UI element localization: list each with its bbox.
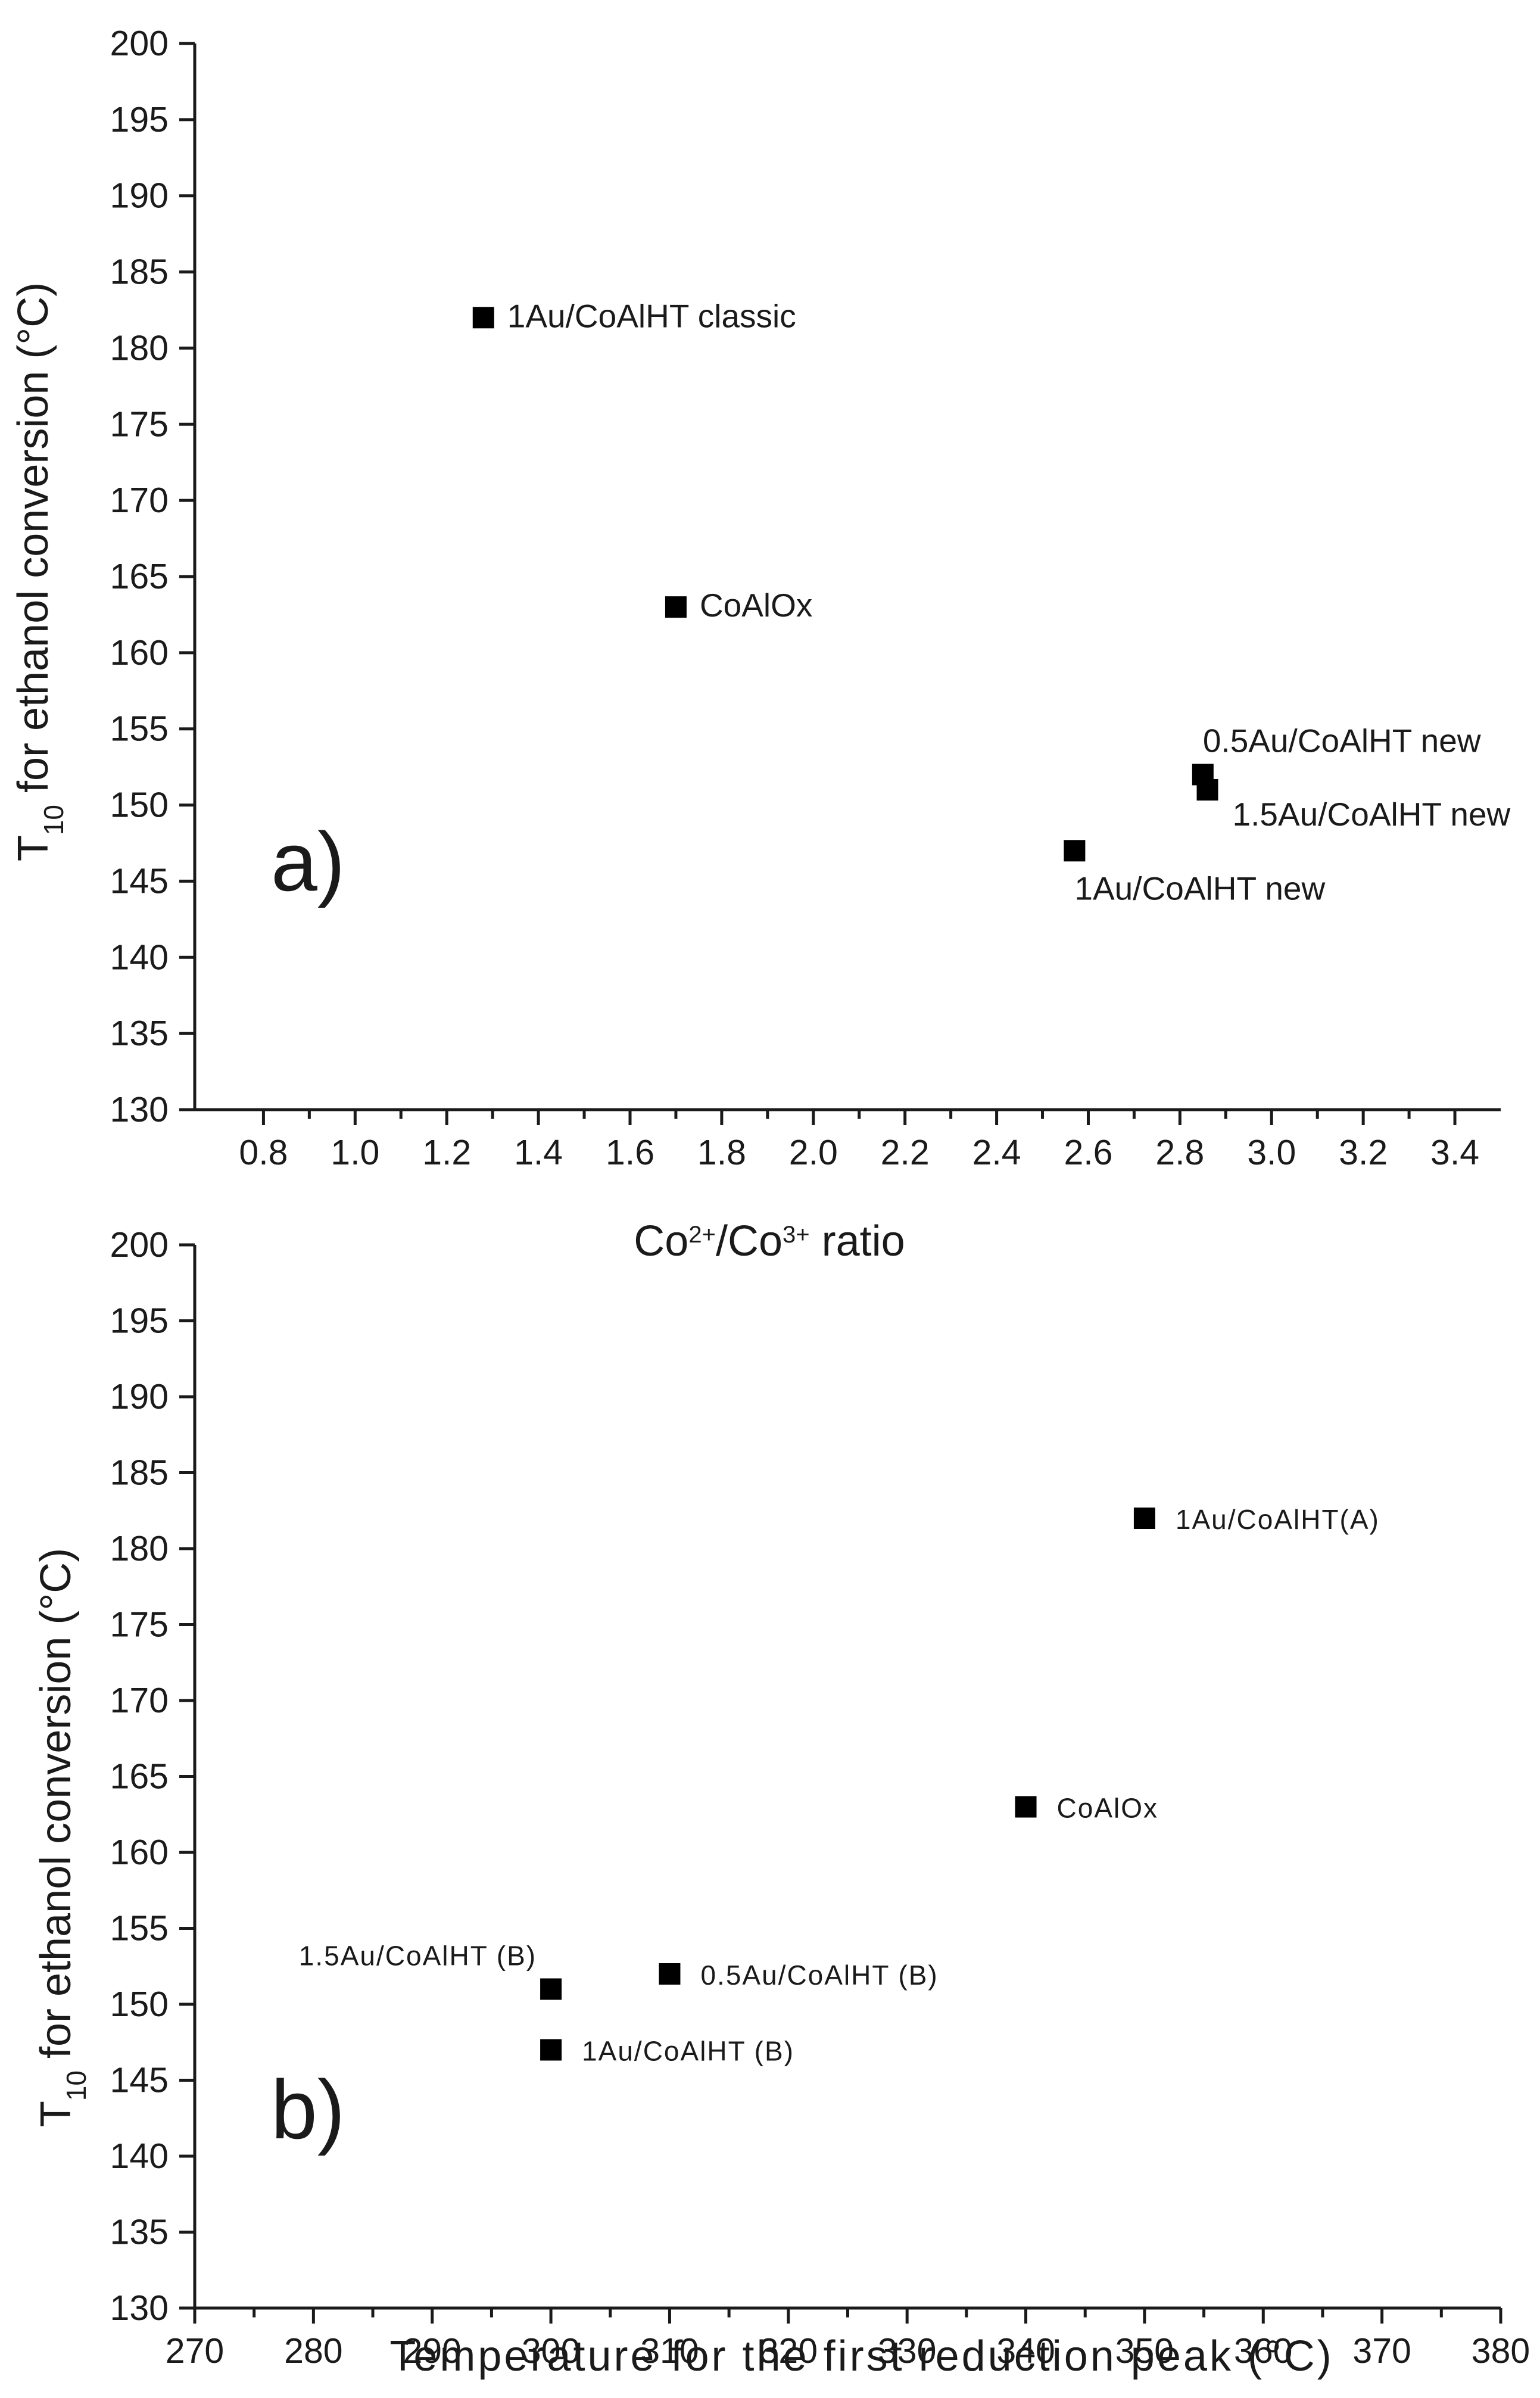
panel-a-x-tick-label: 2.0 xyxy=(789,1133,838,1172)
panel-a-x-tick-label: 3.0 xyxy=(1247,1133,1296,1172)
panel-b-y-tick-label: 190 xyxy=(110,1377,169,1416)
panel-b-x-tick-label: 380 xyxy=(1472,2331,1530,2371)
panel-a-letter: a) xyxy=(271,815,345,908)
panel-b-x-tick-label: 330 xyxy=(878,2331,936,2371)
panel-a-x-tick-label: 1.6 xyxy=(606,1133,654,1172)
panel-a-y-tick-label: 155 xyxy=(110,709,169,749)
panel-a-data-point xyxy=(665,596,687,618)
panel-a-data-point xyxy=(1064,840,1086,862)
panel-a-scatter-chart: 130 135 140 145 150 155 160 165 170 175 180 185 190 1… xyxy=(10,24,1511,1265)
panel-b-data-point xyxy=(540,1978,562,2000)
panel-a-y-tick-label: 170 xyxy=(110,481,169,520)
panel-a-data-label: 1.5Au/CoAlHT new xyxy=(1233,796,1511,833)
panel-b-x-tick-label: 310 xyxy=(640,2331,699,2371)
panel-a-y-tick-label: 160 xyxy=(110,633,169,672)
panel-b-scatter-chart: 130 135 140 145 150 155 160 165 170 175 180 185 190 1… xyxy=(32,1225,1530,2380)
panel-b-data-point xyxy=(659,1963,681,1985)
panel-a-x-tick-label: 3.4 xyxy=(1430,1133,1479,1172)
panel-a-x-tick-label: 2.6 xyxy=(1064,1133,1112,1172)
panel-a-data-label: CoAlOx xyxy=(700,587,813,624)
panel-a-y-tick-label: 175 xyxy=(110,404,169,444)
panel-b-data-points: 1Au/CoAlHT(A) CoAlOx 1.5Au/CoAlHT (B) 0.5Au… xyxy=(299,1504,1380,2067)
panel-a-y-tick-label: 150 xyxy=(110,786,169,825)
panel-a-y-tick-label: 200 xyxy=(110,24,169,63)
panel-b-x-tick-label: 320 xyxy=(759,2331,818,2371)
panel-b-data-point xyxy=(1133,1508,1155,1529)
panel-a-y-tick-label: 140 xyxy=(110,938,169,977)
panel-b-y-tick-label: 145 xyxy=(110,2061,169,2100)
panel-b-data-label: 1.5Au/CoAlHT (B) xyxy=(299,1941,537,1972)
panel-a-y-tick-label: 190 xyxy=(110,176,169,216)
panel-a-y-ticks: 130 135 140 145 150 155 160 165 170 175 180 185 190 1… xyxy=(110,24,195,1129)
panel-b-x-tick-label: 270 xyxy=(166,2331,224,2371)
panel-b-data-point xyxy=(540,2039,562,2061)
panel-a-x-ticks: 0.8 1.0 1.2 1.4 1.6 1.8 2.0 2.2 2.4 2.6 2.8 3.0 3.2 3… xyxy=(239,1110,1479,1172)
panel-a-data-label: 0.5Au/CoAlHT new xyxy=(1203,722,1481,759)
panel-a-y-tick-label: 165 xyxy=(110,557,169,596)
panel-b-y-tick-label: 140 xyxy=(110,2137,169,2176)
panel-b-x-tick-label: 350 xyxy=(1115,2331,1174,2371)
panel-a-y-tick-label: 145 xyxy=(110,861,169,901)
panel-a-x-tick-label: 1.8 xyxy=(697,1133,746,1172)
panel-b-x-tick-label: 360 xyxy=(1234,2331,1292,2371)
panel-a-y-tick-label: 185 xyxy=(110,253,169,292)
panel-a-y-tick-label: 135 xyxy=(110,1014,169,1053)
panel-b-x-ticks: 270 280 290 300 310 320 330 340 350 360 370 380 xyxy=(166,2308,1530,2371)
panel-a-y-tick-label: 130 xyxy=(110,1090,169,1129)
panel-a-data-label: 1Au/CoAlHT new xyxy=(1074,870,1325,907)
panel-a-data-label: 1Au/CoAlHT classic xyxy=(507,297,796,334)
panel-b-x-tick-label: 340 xyxy=(996,2331,1055,2371)
panel-a-x-tick-label: 2.2 xyxy=(881,1133,930,1172)
panel-a-x-tick-label: 2.4 xyxy=(972,1133,1021,1172)
panel-a-data-point xyxy=(472,307,494,329)
panel-b-x-tick-label: 280 xyxy=(284,2331,342,2371)
panel-a-x-tick-label: 3.2 xyxy=(1339,1133,1388,1172)
panel-a-y-tick-label: 195 xyxy=(110,100,169,139)
panel-b-x-tick-label: 370 xyxy=(1352,2331,1411,2371)
panel-b-data-label: 1Au/CoAlHT (B) xyxy=(582,2036,794,2067)
panel-b-letter: b) xyxy=(271,2063,345,2156)
panel-b-y-tick-label: 195 xyxy=(110,1301,169,1341)
panel-a-data-point xyxy=(1196,779,1218,801)
panel-b-y-axis-title: T10 for ethanol conversion (°C) xyxy=(32,1548,92,2127)
panel-b-y-tick-label: 150 xyxy=(110,1985,169,2024)
panel-b-y-tick-label: 185 xyxy=(110,1453,169,1493)
panel-b-data-point xyxy=(1015,1796,1037,1818)
panel-a-x-tick-label: 1.2 xyxy=(422,1133,471,1172)
panel-b-x-tick-label: 300 xyxy=(522,2331,580,2371)
panel-a-x-tick-label: 2.8 xyxy=(1155,1133,1204,1172)
panel-b-y-ticks: 130 135 140 145 150 155 160 165 170 175 180 185 190 1… xyxy=(110,1225,195,2328)
panel-b-y-tick-label: 135 xyxy=(110,2213,169,2252)
panel-b-y-tick-label: 180 xyxy=(110,1529,169,1568)
panel-b-y-tick-label: 175 xyxy=(110,1605,169,1645)
panel-b-data-label: 1Au/CoAlHT(A) xyxy=(1176,1504,1380,1535)
panel-a-x-tick-label: 1.0 xyxy=(331,1133,379,1172)
panel-a-x-axis-title: Co2+/Co3+ ratio xyxy=(634,1217,905,1265)
panel-a-x-tick-label: 1.4 xyxy=(514,1133,563,1172)
panel-b-y-tick-label: 155 xyxy=(110,1909,169,1948)
panel-b-data-label: CoAlOx xyxy=(1057,1793,1158,1824)
panel-a-x-tick-label: 0.8 xyxy=(239,1133,288,1172)
panel-b-y-tick-label: 160 xyxy=(110,1833,169,1872)
panel-a-data-points: 1Au/CoAlHT classic CoAlOx 0.5Au/CoAlHT new… xyxy=(472,297,1511,907)
panel-b-y-tick-label: 170 xyxy=(110,1681,169,1720)
panel-b-y-tick-label: 200 xyxy=(110,1225,169,1265)
panel-a-y-axis-title: T10 for ethanol conversion (°C) xyxy=(10,282,69,861)
panel-b-y-tick-label: 130 xyxy=(110,2288,169,2328)
panel-b-y-tick-label: 165 xyxy=(110,1757,169,1796)
panel-b-x-axis-title: Temperature for the first reduction peak… xyxy=(389,2332,1333,2380)
panel-a-y-tick-label: 180 xyxy=(110,328,169,368)
panel-b-data-label: 0.5Au/CoAlHT (B) xyxy=(700,1960,938,1991)
panel-b-x-tick-label: 290 xyxy=(403,2331,462,2371)
